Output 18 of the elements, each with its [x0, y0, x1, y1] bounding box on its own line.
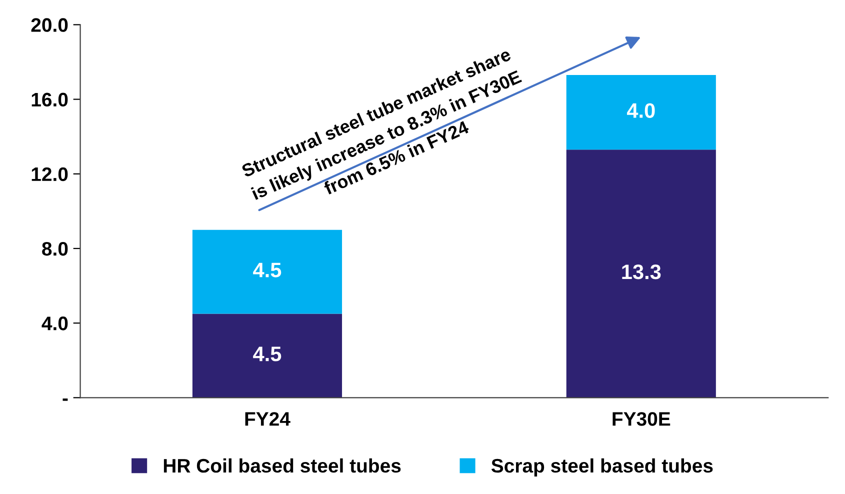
- y-tick-label: 12.0: [32, 167, 68, 182]
- data-label: 4.5: [253, 346, 282, 362]
- bar: [192, 230, 342, 314]
- y-tick-label: 16.0: [32, 92, 68, 107]
- bar: [192, 314, 342, 398]
- data-label: 13.3: [622, 264, 661, 280]
- data-label: 4.5: [253, 262, 282, 278]
- x-tick-label: FY24: [245, 412, 290, 426]
- y-tick-label: 4.0: [42, 316, 68, 330]
- y-tick-label: 8.0: [42, 242, 68, 256]
- y-tick-label: 20.0: [31, 18, 68, 32]
- data-label: 4.0: [626, 103, 655, 118]
- x-tick-label: FY30E: [612, 412, 670, 426]
- legend-label: Scrap steel based tubes: [491, 458, 713, 476]
- bar: [566, 75, 716, 150]
- legend-label: HR Coil based steel tubes: [164, 458, 401, 473]
- y-tick-label: -: [62, 398, 68, 401]
- bar: [566, 150, 716, 398]
